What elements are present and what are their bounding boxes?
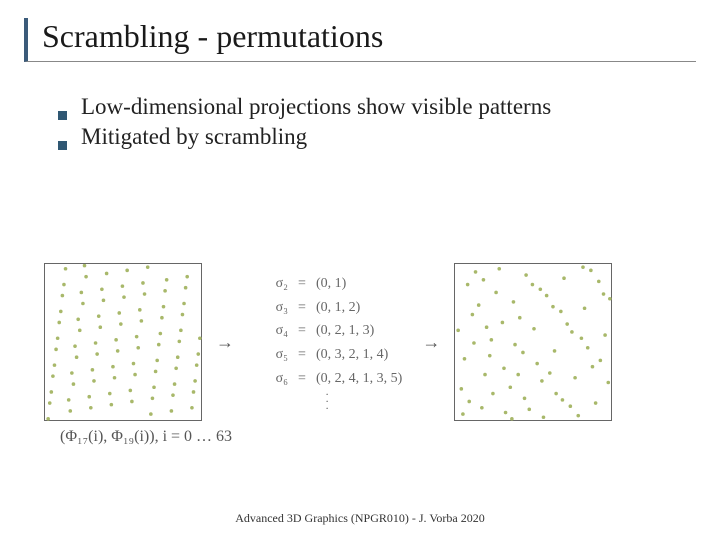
- bullet-list: Low-dimensional projections show visible…: [58, 94, 696, 150]
- figure-row: → σ₂=(0, 1)σ₃=(0, 1, 2)σ₄=(0, 2, 1, 3)σ₅…: [44, 232, 684, 452]
- sigma-row: σ₄=(0, 2, 1, 3): [254, 319, 402, 343]
- title-container: Scrambling - permutations: [24, 18, 696, 62]
- bullet-item: Mitigated by scrambling: [58, 124, 696, 150]
- bullet-text: Low-dimensional projections show visible…: [81, 94, 551, 120]
- scatter-panel-left: [44, 263, 202, 421]
- scatter-panel-right: [454, 263, 612, 421]
- arrow-icon: →: [418, 332, 444, 353]
- figure-caption: (Φ₁₇(i), Φ₁₉(i)), i = 0 … 63: [60, 428, 232, 446]
- sigma-row: σ₂=(0, 1): [254, 272, 402, 296]
- sigma-table: σ₂=(0, 1)σ₃=(0, 1, 2)σ₄=(0, 2, 1, 3)σ₅=(…: [248, 272, 408, 413]
- arrow-icon: →: [212, 332, 238, 353]
- bullet-item: Low-dimensional projections show visible…: [58, 94, 696, 120]
- bullet-icon: [58, 111, 67, 120]
- slide-footer: Advanced 3D Graphics (NPGR010) - J. Vorb…: [0, 511, 720, 526]
- sigma-row: σ₃=(0, 1, 2): [254, 296, 402, 320]
- sigma-row: σ₅=(0, 3, 2, 1, 4): [254, 343, 402, 367]
- slide: Scrambling - permutations Low-dimensiona…: [0, 0, 720, 540]
- vertical-dots-icon: ···: [254, 391, 402, 413]
- bullet-icon: [58, 141, 67, 150]
- bullet-text: Mitigated by scrambling: [81, 124, 307, 150]
- slide-title: Scrambling - permutations: [42, 18, 696, 55]
